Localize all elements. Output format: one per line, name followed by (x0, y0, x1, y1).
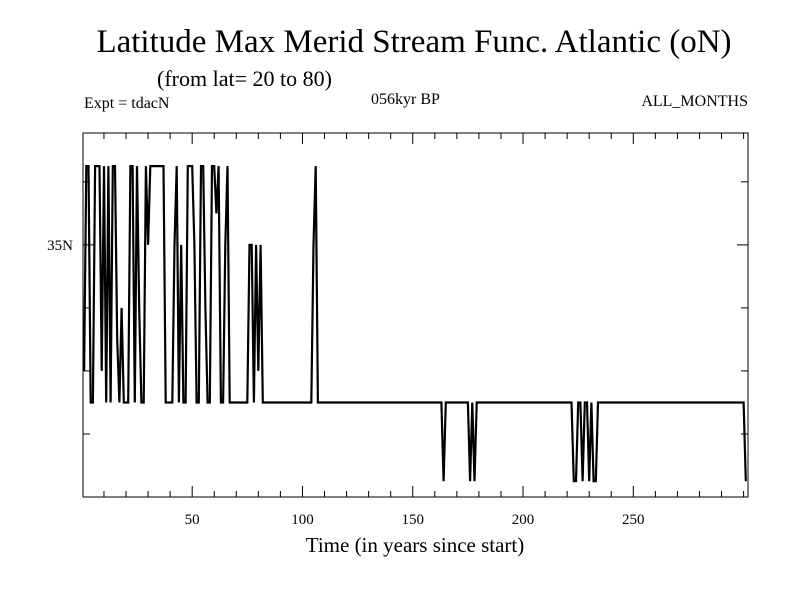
x-axis-label: Time (in years since start) (305, 533, 525, 557)
chart-title: Latitude Max Merid Stream Func. Atlantic… (96, 24, 732, 60)
x-tick-label: 150 (401, 512, 424, 528)
x-tick-label: 250 (622, 512, 645, 528)
plot-frame (82, 132, 749, 498)
x-tick-label: 50 (185, 512, 200, 528)
x-tick-label: 100 (291, 512, 314, 528)
data-series-line (83, 165, 747, 483)
chart-subtitle: (from lat= 20 to 80) (157, 66, 332, 91)
experiment-label: Expt = tdacN (84, 95, 170, 112)
y-tick-label: 35N (47, 238, 73, 254)
period-label: 056kyr BP (371, 91, 440, 108)
months-label: ALL_MONTHS (641, 93, 748, 110)
x-tick-label: 200 (512, 512, 535, 528)
